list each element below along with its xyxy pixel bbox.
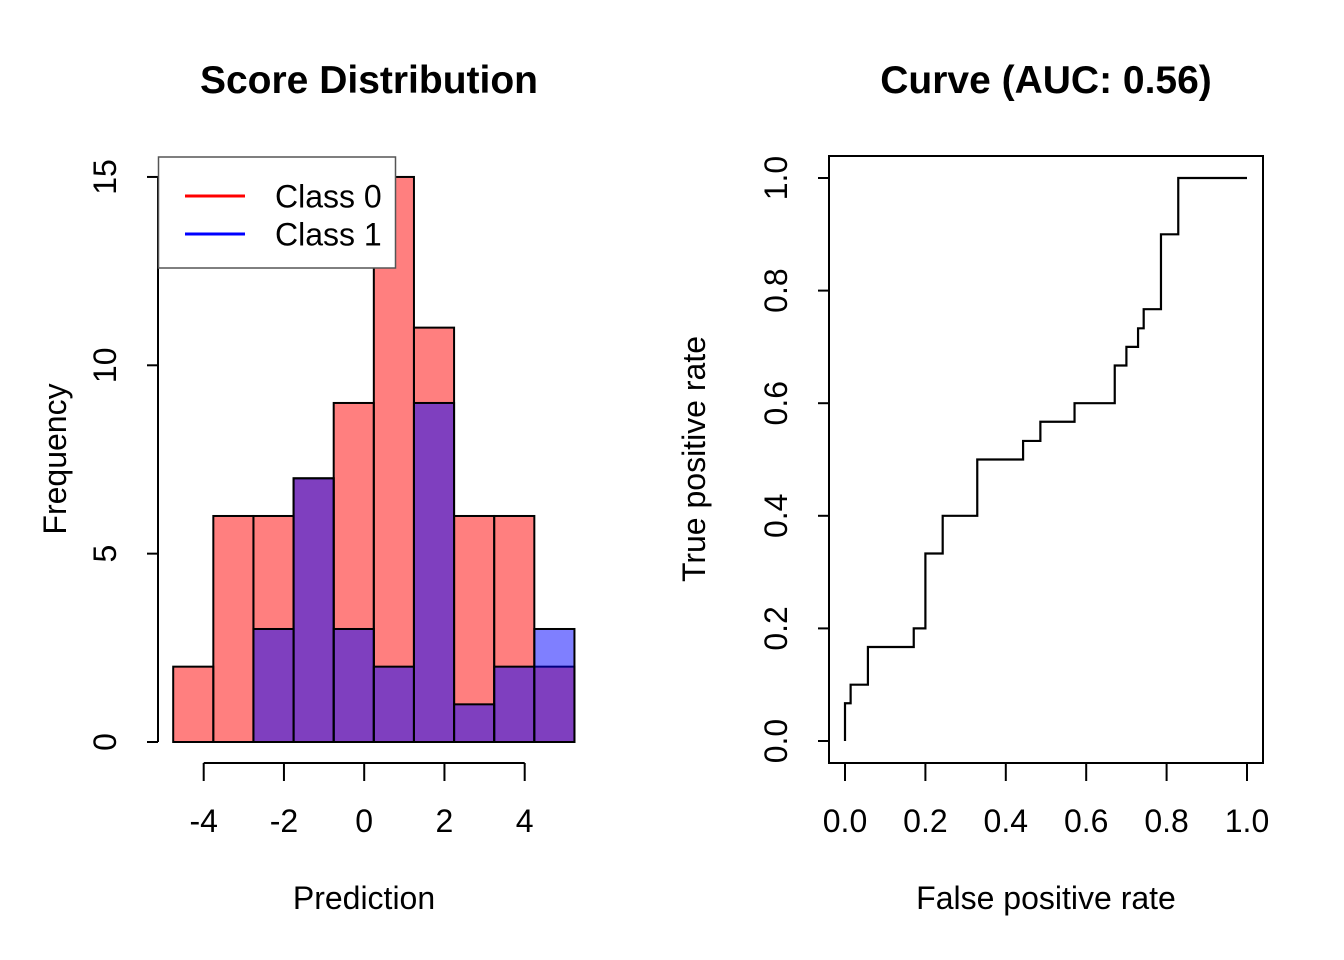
roc-plot-box [828,155,1264,764]
roc-y-tick-label: 0.2 [758,606,794,650]
hist-bar-class1 [412,401,456,743]
roc-x-tick-label: 1.0 [1225,803,1269,839]
legend-label-0: Class 0 [275,179,382,215]
hist-bar-class0 [372,175,415,743]
roc-y-tick-label: 0.0 [758,719,794,763]
hist-bar-class1 [252,627,295,743]
legend-box [157,156,397,269]
histogram-yaxis-label: Frequency [37,383,73,535]
hist-y-tick-label: 15 [87,159,123,195]
hist-bar-class1 [493,665,536,743]
histogram-title: Score Distribution [199,59,539,102]
hist-x-tick-label: -4 [189,803,217,839]
hist-x-tick-label: 2 [436,803,454,839]
hist-x-tick-label: 0 [355,803,373,839]
roc-curve [843,176,1247,741]
roc-x-tick-label: 0.8 [1144,803,1188,839]
hist-bar-class1 [292,477,335,743]
hist-x-tick-label: -2 [270,803,298,839]
roc-x-tick-label: 0.0 [823,803,867,839]
histogram-xaxis-label: Prediction [292,880,436,916]
hist-y-tick-label: 0 [87,733,123,751]
hist-x-tick-label: 4 [516,803,534,839]
roc-x-tick-label: 0.6 [1064,803,1108,839]
hist-bar-class1 [453,703,496,744]
roc-y-tick-label: 0.4 [758,494,794,538]
roc-title: Curve (AUC: 0.56) [880,59,1212,102]
roc-x-tick-label: 0.2 [903,803,947,839]
hist-y-tick-label: 10 [87,348,123,384]
legend-label-1: Class 1 [275,217,382,253]
roc-y-tick-label: 0.8 [758,268,794,312]
hist-bar-class0 [212,514,255,743]
roc-x-tick-label: 0.4 [984,803,1028,839]
roc-xaxis-label: False positive rate [916,880,1176,916]
hist-bar-class1 [533,627,576,743]
hist-y-tick-label: 5 [87,545,123,563]
roc-y-tick-label: 0.6 [758,381,794,425]
hist-bar-class1 [332,627,375,743]
hist-bar-class0 [172,665,215,743]
roc-yaxis-label: True positive rate [676,335,712,583]
roc-y-tick-label: 1.0 [758,156,794,200]
hist-bar-class1 [372,665,415,743]
